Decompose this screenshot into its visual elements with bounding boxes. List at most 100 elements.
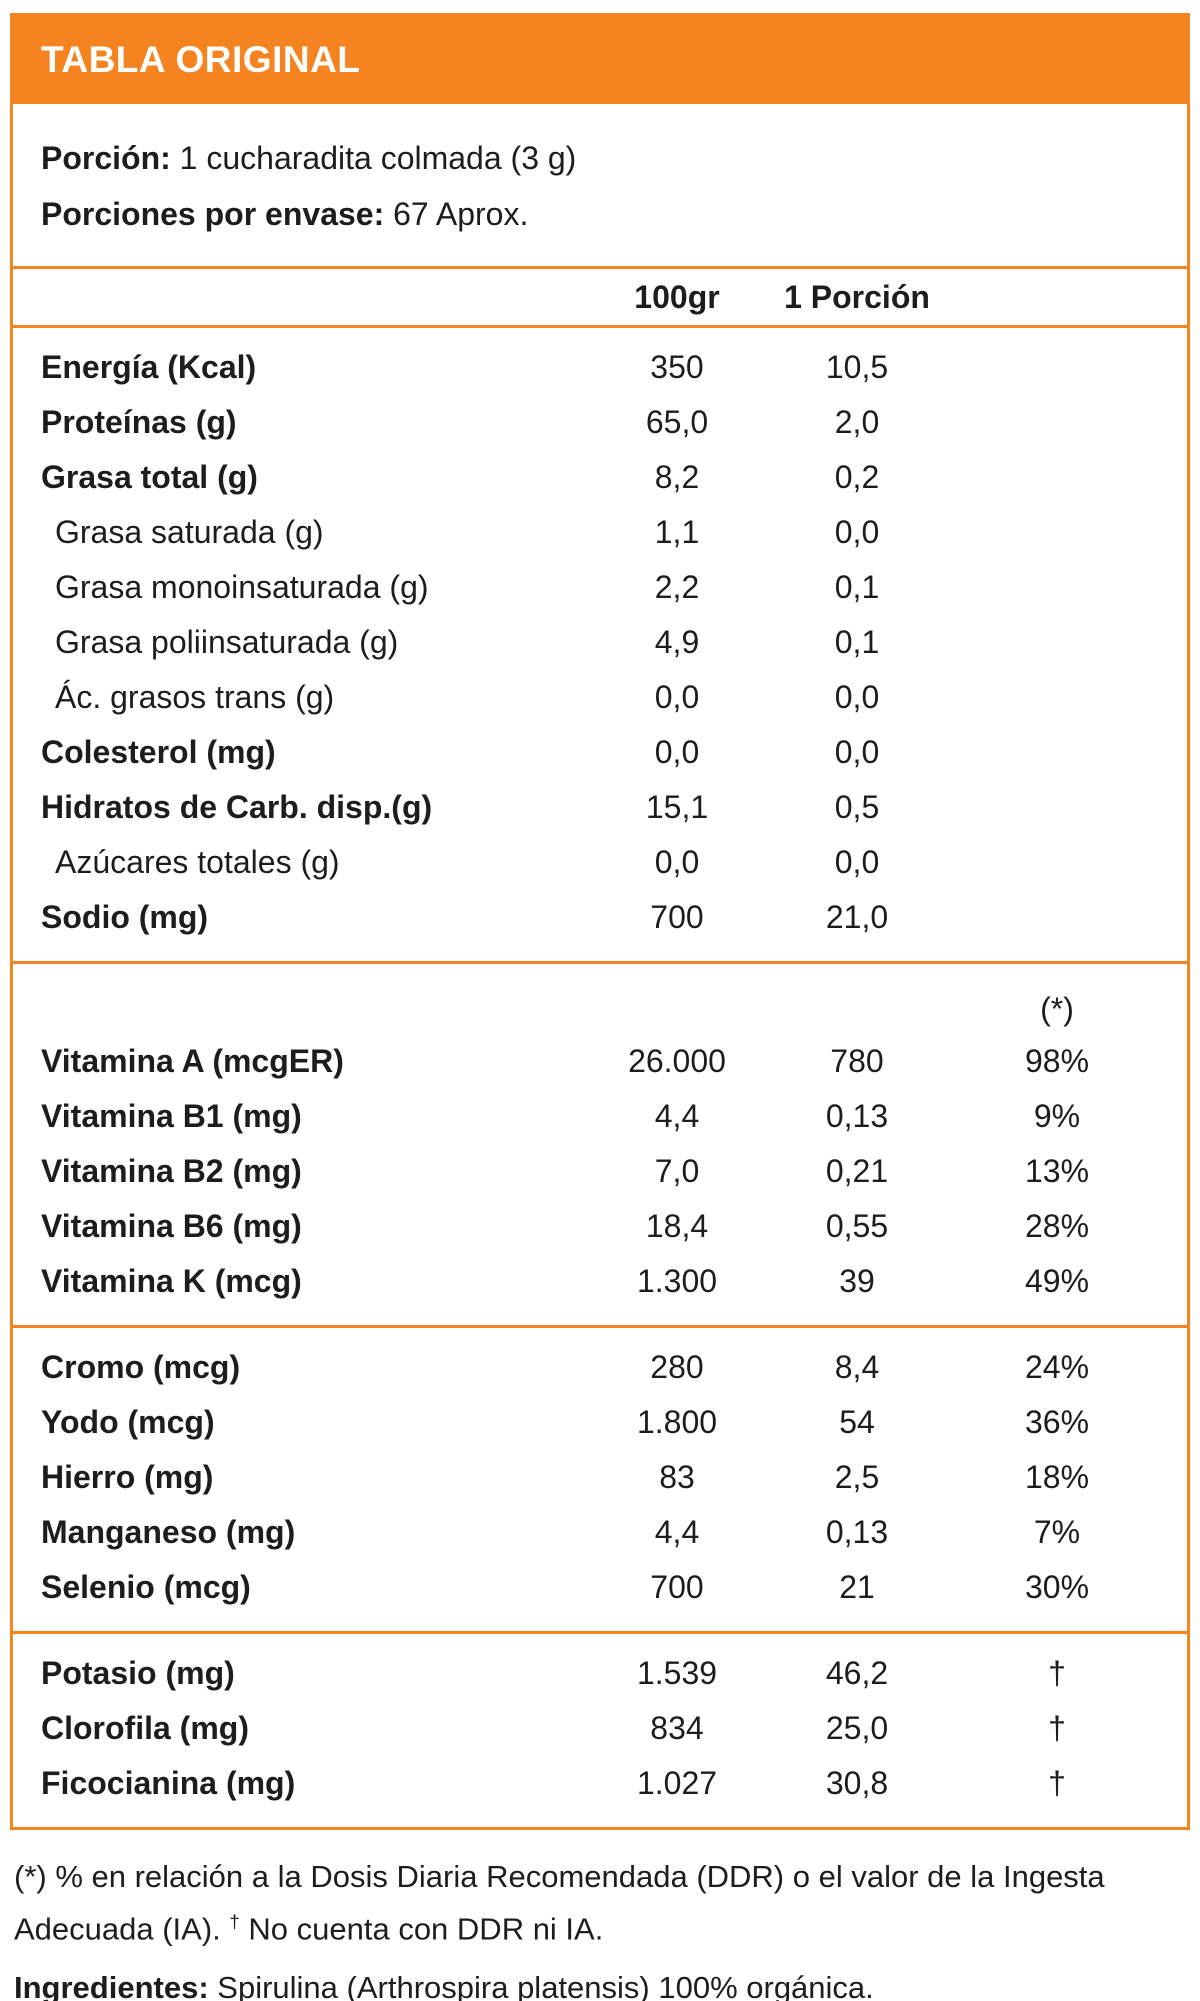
nutrient-label: Vitamina K (mcg) <box>41 1263 302 1299</box>
nutrient-row: Vitamina A (mcgER) 26.000 780 98% <box>13 1034 1187 1089</box>
value-per-serving: 0,13 <box>825 1514 889 1550</box>
nutrient-section: Cromo (mcg) 280 8,4 24% Yodo (mcg) 1.800 54 36%… <box>13 1328 1187 1631</box>
nutrient-row: Ficocianina (mg) 1.027 30,8 † <box>13 1756 1187 1811</box>
value-per-serving: 0,13 <box>825 1098 889 1134</box>
nutrient-row: Vitamina K (mcg) 1.300 39 49% <box>13 1254 1187 1309</box>
servings-per-container-label: Porciones por envase: <box>41 196 385 232</box>
nutrient-label: Clorofila (mg) <box>41 1710 249 1746</box>
value-per-100g: 0,0 <box>654 734 700 770</box>
nutrition-table: TABLA ORIGINAL Porción: 1 cucharadita co… <box>10 13 1190 1830</box>
value-per-serving: 46,2 <box>825 1655 889 1691</box>
nutrient-row: Ác. grasos trans (g) 0,0 0,0 <box>13 670 1187 725</box>
value-per-serving: 0,2 <box>834 459 880 495</box>
value-per-serving: 0,0 <box>834 679 880 715</box>
nutrient-row: Grasa monoinsaturada (g) 2,2 0,1 <box>13 560 1187 615</box>
value-per-100g: 18,4 <box>645 1208 709 1244</box>
value-per-100g: 7,0 <box>654 1153 700 1189</box>
value-per-serving: 0,0 <box>834 514 880 550</box>
value-percent-ddr: 24% <box>1024 1349 1090 1385</box>
value-percent-ddr: † <box>1048 1765 1066 1801</box>
value-per-serving: 54 <box>839 1404 875 1440</box>
value-per-serving: 21,0 <box>825 899 889 935</box>
section-divider <box>13 266 1187 269</box>
value-percent-ddr: 7% <box>1033 1514 1081 1550</box>
nutrient-label: Vitamina B1 (mg) <box>41 1098 302 1134</box>
column-header-100g: 100gr <box>634 278 720 315</box>
nutrient-row: Vitamina B1 (mg) 4,4 0,13 9% <box>13 1089 1187 1144</box>
value-percent-ddr: † <box>1048 1710 1066 1746</box>
nutrient-sections: Energía (Kcal) 350 10,5 Proteínas (g) 65,0 2,… <box>13 328 1187 1827</box>
nutrient-label: Manganeso (mg) <box>41 1514 296 1550</box>
pct-ddr-header-row: (*) <box>13 976 1187 1034</box>
section-divider <box>13 961 1187 964</box>
value-per-serving: 25,0 <box>825 1710 889 1746</box>
nutrient-label: Grasa saturada (g) <box>55 514 324 550</box>
nutrient-label: Hidratos de Carb. disp.(g) <box>41 789 433 825</box>
value-percent-ddr: 30% <box>1024 1569 1090 1605</box>
nutrient-label: Vitamina B2 (mg) <box>41 1153 302 1189</box>
section-divider <box>13 1325 1187 1328</box>
nutrient-label: Ác. grasos trans (g) <box>55 679 335 715</box>
value-percent-ddr: 13% <box>1024 1153 1090 1189</box>
value-percent-ddr: 28% <box>1024 1208 1090 1244</box>
column-header-row: 100gr 1 Porción <box>13 269 1187 325</box>
nutrient-label: Cromo (mcg) <box>41 1349 241 1385</box>
value-per-100g: 4,9 <box>654 624 700 660</box>
nutrient-row: Energía (Kcal) 350 10,5 <box>13 340 1187 395</box>
nutrient-label: Sodio (mg) <box>41 899 209 935</box>
nutrient-row: Yodo (mcg) 1.800 54 36% <box>13 1395 1187 1450</box>
value-per-100g: 1.300 <box>636 1263 718 1299</box>
value-per-100g: 2,2 <box>654 569 700 605</box>
value-per-serving: 0,1 <box>834 569 880 605</box>
nutrient-row: Vitamina B2 (mg) 7,0 0,21 13% <box>13 1144 1187 1199</box>
value-per-100g: 0,0 <box>654 679 700 715</box>
value-per-100g: 350 <box>650 349 704 385</box>
value-per-100g: 4,4 <box>654 1098 700 1134</box>
nutrient-row: Grasa total (g) 8,2 0,2 <box>13 450 1187 505</box>
pct-ddr-column-header: (*) <box>1040 990 1074 1027</box>
servings-per-container-value: 67 Aprox. <box>393 196 529 232</box>
servings-per-container-line: Porciones por envase: 67 Aprox. <box>41 186 1159 242</box>
value-per-serving: 30,8 <box>825 1765 889 1801</box>
nutrient-row: Azúcares totales (g) 0,0 0,0 <box>13 835 1187 890</box>
section-divider <box>13 1631 1187 1634</box>
value-per-100g: 834 <box>650 1710 704 1746</box>
nutrient-row: Selenio (mcg) 700 21 30% <box>13 1560 1187 1615</box>
table-title: TABLA ORIGINAL <box>41 39 361 80</box>
serving-size-line: Porción: 1 cucharadita colmada (3 g) <box>41 130 1159 186</box>
value-percent-ddr: 98% <box>1024 1043 1090 1079</box>
value-per-100g: 26.000 <box>628 1043 726 1079</box>
nutrient-row: Potasio (mg) 1.539 46,2 † <box>13 1646 1187 1701</box>
nutrient-section: Energía (Kcal) 350 10,5 Proteínas (g) 65,0 2,… <box>13 328 1187 961</box>
value-percent-ddr: 18% <box>1024 1459 1090 1495</box>
nutrient-label: Vitamina B6 (mg) <box>41 1208 302 1244</box>
value-per-100g: 1.027 <box>636 1765 718 1801</box>
ingredients-line: Ingredientes: Spirulina (Arthrospira pla… <box>10 1951 1190 2001</box>
value-per-serving: 2,0 <box>834 404 880 440</box>
nutrient-label: Grasa total (g) <box>41 459 258 495</box>
value-percent-ddr: † <box>1048 1655 1066 1691</box>
value-per-100g: 1.539 <box>636 1655 718 1691</box>
footnote-ddr-text: (*) % en relación a la Dosis Diaria Reco… <box>14 1859 1105 1947</box>
nutrient-label: Grasa monoinsaturada (g) <box>55 569 429 605</box>
value-per-serving: 780 <box>830 1043 884 1079</box>
column-header-serving: 1 Porción <box>784 278 930 315</box>
value-per-serving: 10,5 <box>825 349 889 385</box>
value-percent-ddr: 49% <box>1024 1263 1090 1299</box>
nutrient-label: Vitamina A (mcgER) <box>41 1043 344 1079</box>
nutrient-label: Proteínas (g) <box>41 404 237 440</box>
value-per-100g: 15,1 <box>645 789 709 825</box>
nutrient-label: Yodo (mcg) <box>41 1404 215 1440</box>
ingredients-value: Spirulina (Arthrospira platensis) 100% o… <box>217 1970 874 2001</box>
value-per-serving: 2,5 <box>834 1459 880 1495</box>
nutrient-row: Cromo (mcg) 280 8,4 24% <box>13 1340 1187 1395</box>
value-percent-ddr: 36% <box>1024 1404 1090 1440</box>
value-per-serving: 0,21 <box>825 1153 889 1189</box>
nutrient-row: Grasa saturada (g) 1,1 0,0 <box>13 505 1187 560</box>
nutrient-row: Vitamina B6 (mg) 18,4 0,55 28% <box>13 1199 1187 1254</box>
dagger-symbol: † <box>229 1911 240 1932</box>
section-divider <box>13 325 1187 328</box>
table-title-bar: TABLA ORIGINAL <box>13 16 1187 104</box>
nutrient-label: Selenio (mcg) <box>41 1569 251 1605</box>
